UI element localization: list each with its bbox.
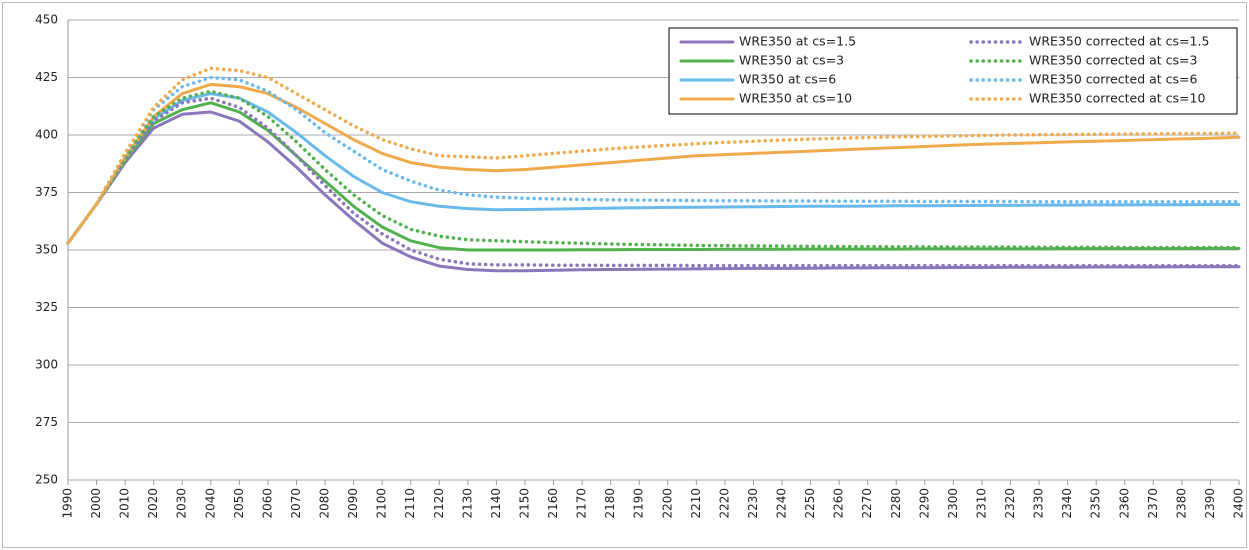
- legend-label: WRE350 at cs=3: [739, 53, 844, 68]
- series-line: [66, 89, 1241, 250]
- series-line: [66, 92, 1241, 245]
- legend-label: WRE350 corrected at cs=1.5: [1029, 34, 1209, 49]
- legend-label: WRE350 corrected at cs=6: [1029, 72, 1198, 87]
- x-tick-label: 2060: [260, 488, 274, 519]
- x-tick-label: 2140: [489, 488, 503, 519]
- series-line: [66, 101, 1241, 252]
- x-tick-label: 2040: [203, 488, 217, 519]
- x-tick-label: 2220: [717, 488, 731, 519]
- x-tick-label: 2400: [1232, 488, 1246, 519]
- x-tick-label: 2090: [346, 488, 360, 519]
- y-tick-label: 275: [35, 415, 58, 429]
- x-tick-label: 2350: [1089, 488, 1103, 519]
- x-tick-label: 2330: [1032, 488, 1046, 519]
- x-tick-label: 2340: [1060, 488, 1074, 519]
- x-tick-label: 2030: [175, 488, 189, 519]
- x-tick-label: 2320: [1003, 488, 1017, 519]
- x-tick-label: 2230: [746, 488, 760, 519]
- series-line: [66, 75, 1241, 245]
- x-tick-label: 2210: [689, 488, 703, 519]
- x-tick-label: 2100: [375, 488, 389, 519]
- x-tick-label: 2120: [432, 488, 446, 519]
- x-tick-label: 2390: [1203, 488, 1217, 519]
- x-tick-label: 2260: [832, 488, 846, 519]
- y-tick-label: 450: [35, 13, 58, 27]
- x-tick-label: 2360: [1117, 488, 1131, 519]
- x-tick-label: 1990: [61, 488, 75, 519]
- x-tick-label: 2010: [118, 488, 132, 519]
- x-tick-label: 2380: [1174, 488, 1188, 519]
- x-tick-label: 2190: [632, 488, 646, 519]
- x-tick-label: 2280: [889, 488, 903, 519]
- legend-label: WRE350 corrected at cs=10: [1029, 91, 1205, 106]
- legend-label: WRE350 at cs=10: [739, 91, 852, 106]
- legend-label: WR350 at cs=6: [739, 72, 836, 87]
- x-tick-label: 2200: [660, 488, 674, 519]
- y-tick-label: 350: [35, 243, 58, 257]
- y-tick-label: 375: [35, 185, 58, 199]
- x-tick-label: 2240: [775, 488, 789, 519]
- x-tick-label: 2130: [460, 488, 474, 519]
- x-tick-label: 2020: [146, 488, 160, 519]
- y-tick-label: 300: [35, 358, 58, 372]
- legend-box: [668, 27, 1238, 115]
- x-tick-label: 2170: [575, 488, 589, 519]
- x-tick-label: 2290: [917, 488, 931, 519]
- x-tick-label: 2250: [803, 488, 817, 519]
- y-tick-label: 400: [35, 128, 58, 142]
- legend-label: WRE350 at cs=1.5: [739, 34, 856, 49]
- x-tick-label: 2180: [603, 488, 617, 519]
- y-tick-label: 250: [35, 473, 58, 487]
- x-tick-label: 2080: [318, 488, 332, 519]
- x-tick-label: 2370: [1146, 488, 1160, 519]
- x-tick-label: 2050: [232, 488, 246, 519]
- legend-label: WRE350 corrected at cs=3: [1029, 53, 1198, 68]
- x-tick-label: 2310: [974, 488, 988, 519]
- x-tick-label: 2150: [517, 488, 531, 519]
- x-tick-label: 2070: [289, 488, 303, 519]
- x-tick-label: 2270: [860, 488, 874, 519]
- y-tick-label: 425: [35, 70, 58, 84]
- x-tick-label: 2110: [403, 488, 417, 519]
- x-tick-label: 2000: [89, 488, 103, 519]
- x-tick-label: 2300: [946, 488, 960, 519]
- series-line: [66, 110, 1241, 273]
- x-tick-label: 2160: [546, 488, 560, 519]
- series-line: [66, 82, 1241, 245]
- y-tick-label: 325: [35, 300, 58, 314]
